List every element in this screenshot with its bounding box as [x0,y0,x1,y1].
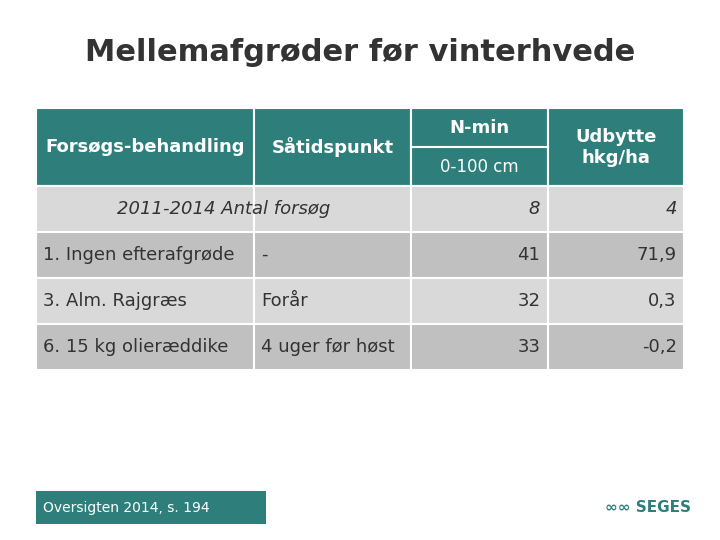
Text: 71,9: 71,9 [636,246,677,264]
Text: 0-100 cm: 0-100 cm [440,158,518,176]
Text: 1. Ingen efterafgrøde: 1. Ingen efterafgrøde [43,246,235,264]
Bar [254,324,411,370]
Text: 2011-2014 Antal forsøg: 2011-2014 Antal forsøg [117,200,330,218]
Text: 3. Alm. Rajgræs: 3. Alm. Rajgræs [43,292,187,310]
Text: Udbytte
hkg/ha: Udbytte hkg/ha [575,128,657,166]
Bar [548,278,684,324]
Text: ∞∞ SEGES: ∞∞ SEGES [606,500,691,515]
Text: 41: 41 [518,246,541,264]
Bar [548,232,684,278]
Text: -: - [261,246,268,264]
Bar [411,278,548,324]
Bar [411,186,548,232]
Bar [254,186,411,232]
Text: Såtidspunkt: Såtidspunkt [271,137,394,157]
Text: 32: 32 [518,292,541,310]
Bar [548,324,684,370]
Text: 4: 4 [665,200,677,218]
Bar [411,232,548,278]
Bar [254,278,411,324]
Bar [548,186,684,232]
Bar [411,324,548,370]
Bar [36,232,254,278]
Text: 33: 33 [518,338,541,356]
Text: 8: 8 [529,200,541,218]
Text: 6. 15 kg olieræddike: 6. 15 kg olieræddike [43,338,228,356]
Bar [254,232,411,278]
Text: N-min: N-min [449,119,510,137]
Text: -0,2: -0,2 [642,338,677,356]
Bar [36,186,254,232]
Text: Oversigten 2014, s. 194: Oversigten 2014, s. 194 [43,501,210,515]
Text: Mellemafgrøder før vinterhvede: Mellemafgrøder før vinterhvede [85,38,635,67]
Text: Forsøgs-behandling: Forsøgs-behandling [45,138,245,156]
Bar [36,491,266,524]
Bar [36,324,254,370]
Text: 4 uger før høst: 4 uger før høst [261,338,395,356]
Text: Forår: Forår [261,292,308,310]
Text: 0,3: 0,3 [648,292,677,310]
Bar [36,278,254,324]
